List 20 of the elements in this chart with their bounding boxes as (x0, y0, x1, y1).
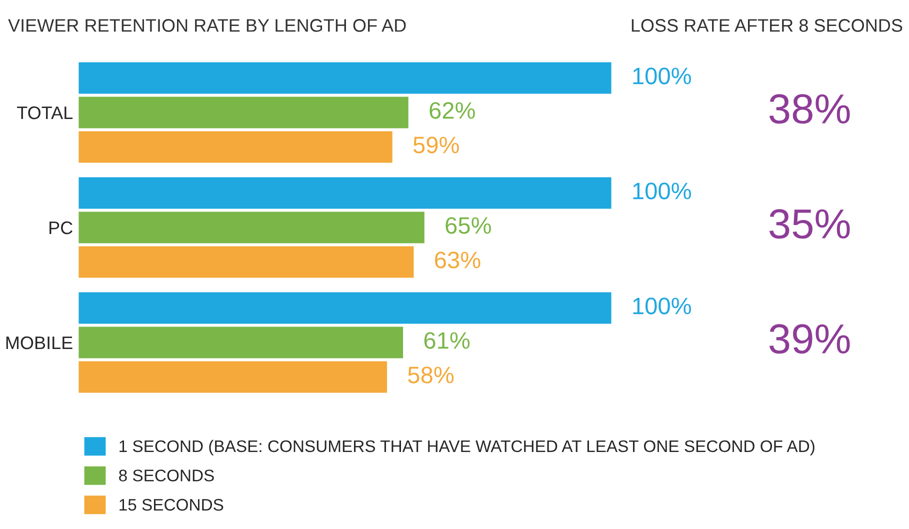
text: 35% (769, 209, 850, 239)
data-label: 63% (435, 252, 480, 268)
legend-label: 15 SECONDS (120, 498, 224, 511)
data-label: 62% (430, 102, 475, 119)
data-label: 100% (633, 298, 691, 314)
data-label: 100% (633, 182, 691, 200)
data-label: 58% (408, 366, 454, 384)
text: 38% (769, 94, 850, 124)
data-label: 65% (446, 217, 491, 234)
y-tick-label: PC (50, 221, 72, 234)
data-label: 59% (413, 136, 459, 154)
legend-label: 8 SECONDS (119, 470, 214, 482)
text: LOSS RATE AFTER 8 SECONDS (632, 19, 902, 32)
text: 39% (769, 324, 850, 354)
data-label: 61% (424, 332, 470, 349)
chart-title: VIEWER RETENTION RATE BY LENGTH OF AD (8, 19, 406, 32)
y-tick-label: TOTAL (17, 106, 73, 120)
y-tick-label: MOBILE (6, 336, 72, 350)
legend-label: 1 SECOND (BASE: CONSUMERS THAT HAVE WATCHED AT LEAST ONE SECOND OF AD) (120, 440, 814, 456)
data-label: 100% (633, 68, 691, 84)
